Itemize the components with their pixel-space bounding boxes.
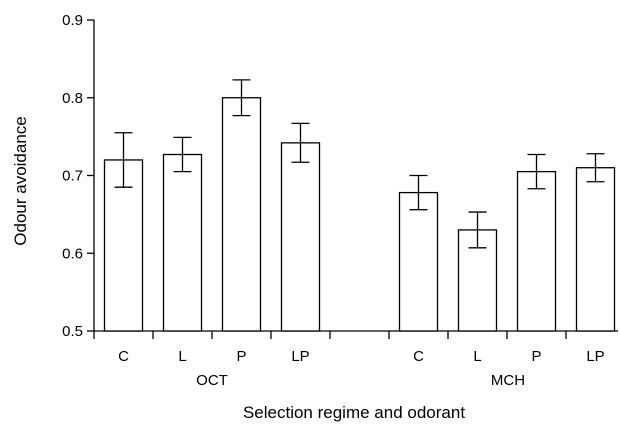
group-label: MCH: [491, 372, 525, 389]
y-tick-label: 0.5: [62, 323, 83, 340]
bar: [162, 153, 203, 332]
bar: [398, 191, 439, 332]
bar: [103, 159, 144, 332]
y-tick-label: 0.8: [62, 90, 83, 107]
y-tick-label: 0.6: [62, 245, 83, 262]
category-label: C: [118, 348, 129, 365]
group-label: OCT: [196, 372, 228, 389]
bar: [516, 170, 557, 332]
bars: [103, 79, 616, 332]
category-label: L: [473, 348, 481, 365]
x-axis-title: Selection regime and odorant: [243, 403, 465, 422]
category-label: LP: [586, 348, 604, 365]
category-label: C: [413, 348, 424, 365]
axes: 0.5 0.6 0.7 0.8 0.9: [62, 12, 618, 340]
category-label: LP: [291, 348, 309, 365]
y-tick-label: 0.7: [62, 168, 83, 185]
y-axis-title: Odour avoidance: [11, 116, 30, 245]
category-label: L: [178, 348, 186, 365]
bar: [221, 97, 262, 332]
category-label: P: [236, 348, 246, 365]
bar: [280, 142, 321, 332]
y-tick-label: 0.9: [62, 12, 83, 29]
category-label: P: [531, 348, 541, 365]
bar: [575, 167, 616, 332]
